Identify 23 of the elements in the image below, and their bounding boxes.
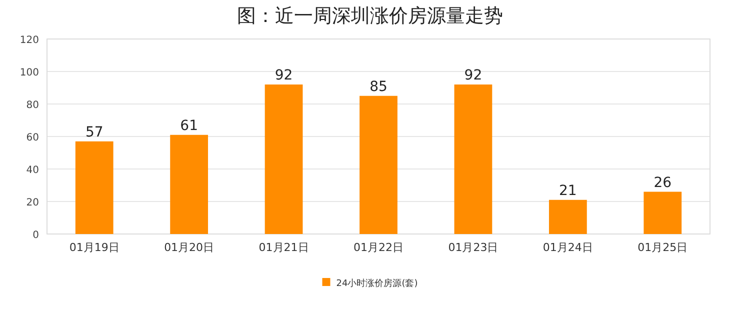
y-tick-label: 40 xyxy=(26,165,39,176)
chart-title: 图：近一周深圳涨价房源量走势 xyxy=(237,5,503,27)
y-tick-label: 20 xyxy=(26,198,39,208)
x-tick-label: 01月19日 xyxy=(69,241,120,254)
data-label: 26 xyxy=(654,174,672,191)
legend: 24小时涨价房源(套) xyxy=(322,278,418,289)
y-tick-label: 0 xyxy=(32,230,39,241)
y-tick-label: 60 xyxy=(26,132,39,144)
data-label: 21 xyxy=(559,182,577,199)
x-tick-label: 01月22日 xyxy=(354,241,404,254)
y-tick-label: 80 xyxy=(26,100,39,111)
x-tick-label: 01月23日 xyxy=(448,241,498,254)
data-label: 57 xyxy=(85,124,104,140)
x-tick-label: 01月20日 xyxy=(164,241,214,254)
x-tick-label: 01月25日 xyxy=(638,241,688,254)
x-tick-label: 01月21日 xyxy=(258,241,309,254)
data-label: 85 xyxy=(370,78,388,95)
y-tick-label: 100 xyxy=(20,68,39,78)
data-label: 61 xyxy=(180,118,198,134)
y-tick-label: 120 xyxy=(20,35,39,46)
data-label: 92 xyxy=(464,68,482,84)
data-label: 92 xyxy=(274,68,293,84)
x-tick-label: 01月24日 xyxy=(542,241,593,254)
